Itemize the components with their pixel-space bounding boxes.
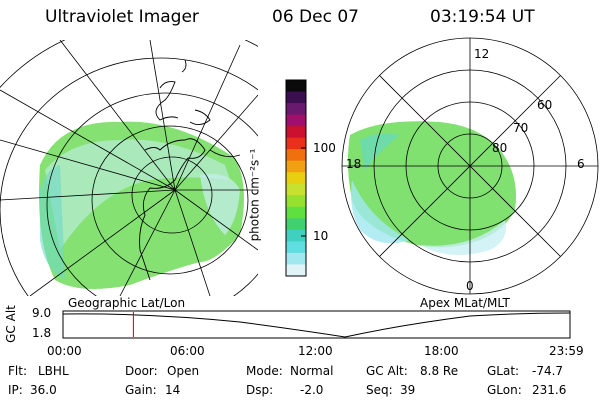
flt-value: LBHL — [38, 364, 69, 378]
colorbar-segment — [286, 264, 306, 277]
colorbar-segment — [286, 114, 306, 127]
flt-label: Flt: — [8, 364, 27, 378]
colorbar-segment — [286, 149, 306, 162]
geographic-map — [0, 40, 258, 296]
colorbar-tick-100: 100 — [313, 141, 336, 155]
colorbar-segment — [286, 172, 306, 185]
latitude-circles — [0, 40, 258, 296]
instrument-title: Ultraviolet Imager — [45, 7, 199, 27]
mlat-label-80: 80 — [492, 141, 508, 155]
mlat-label-60: 60 — [537, 98, 553, 112]
colorbar-segment — [286, 229, 306, 242]
gain-label: Gain: — [125, 383, 157, 397]
dsp-value: -2.0 — [300, 383, 324, 397]
colorbar-segment — [286, 103, 306, 116]
colorbar-segment — [286, 80, 306, 93]
mlt-label-12: 12 — [474, 47, 490, 61]
glat-label: GLat: — [487, 364, 520, 378]
colorbar-segment — [286, 91, 306, 104]
colorbar-border — [285, 79, 307, 277]
colorbar-segment — [286, 126, 306, 139]
coastline — [139, 59, 241, 281]
colorbar-segment — [286, 160, 306, 173]
dsp-label: Dsp: — [246, 383, 274, 397]
magnetic-map — [341, 37, 599, 295]
time-label: 03:19:54 UT — [430, 7, 535, 27]
glon-label: GLon: — [487, 383, 522, 397]
ip-value: 36.0 — [30, 383, 57, 397]
timeline-ylabel: GC Alt — [3, 305, 18, 343]
colorbar-segment — [286, 252, 306, 265]
gain-value: 14 — [165, 383, 181, 397]
timeline-xtick-4: 23:59 — [549, 344, 584, 358]
colorbar-segment — [286, 195, 306, 208]
mlt-label-0: 0 — [466, 279, 474, 293]
glat-value: -74.7 — [532, 364, 564, 378]
mlt-lines — [342, 38, 598, 294]
colorbar-segment — [286, 137, 306, 150]
mode-value: Normal — [290, 364, 334, 378]
timeline-xtick-3: 18:00 — [424, 344, 459, 358]
right-map-caption: Apex MLat/MLT — [420, 296, 510, 310]
timeline-xtick-2: 12:00 — [298, 344, 333, 358]
timeline-xtick-0: 00:00 — [47, 344, 82, 358]
aurora-oval-right — [347, 121, 516, 248]
colorbar-tick-10: 10 — [313, 229, 329, 243]
date-label: 06 Dec 07 — [272, 7, 359, 27]
mlt-label-6: 6 — [577, 157, 585, 171]
mlt-label-18: 18 — [346, 157, 362, 171]
meridians — [0, 40, 258, 296]
mlat-label-70: 70 — [513, 121, 529, 135]
timeline-ytick-high: 9.0 — [32, 306, 52, 320]
timeline-ytick-low: 1.8 — [32, 326, 52, 340]
timeline-xtick-1: 06:00 — [170, 344, 205, 358]
altitude-curve — [62, 312, 571, 338]
door-value: Open — [167, 364, 200, 378]
ip-label: IP: — [8, 383, 23, 397]
colorbar-unit-label: photon cm⁻²s⁻¹ — [247, 148, 262, 242]
timeline-plot — [62, 310, 571, 339]
door-label: Door: — [125, 364, 158, 378]
colorbar-segment — [286, 206, 306, 219]
gcalt-label: GC Alt: — [366, 364, 408, 378]
colorbar — [285, 79, 307, 277]
seq-label: Seq: — [366, 383, 393, 397]
colorbar-segment — [286, 241, 306, 254]
glon-value: 231.6 — [532, 383, 567, 397]
colorbar-segment — [286, 218, 306, 231]
colorbar-segment — [286, 183, 306, 196]
seq-value: 39 — [400, 383, 416, 397]
gcalt-value: 8.8 Re — [420, 364, 459, 378]
mode-label: Mode: — [246, 364, 283, 378]
left-map-caption: Geographic Lat/Lon — [68, 296, 186, 310]
